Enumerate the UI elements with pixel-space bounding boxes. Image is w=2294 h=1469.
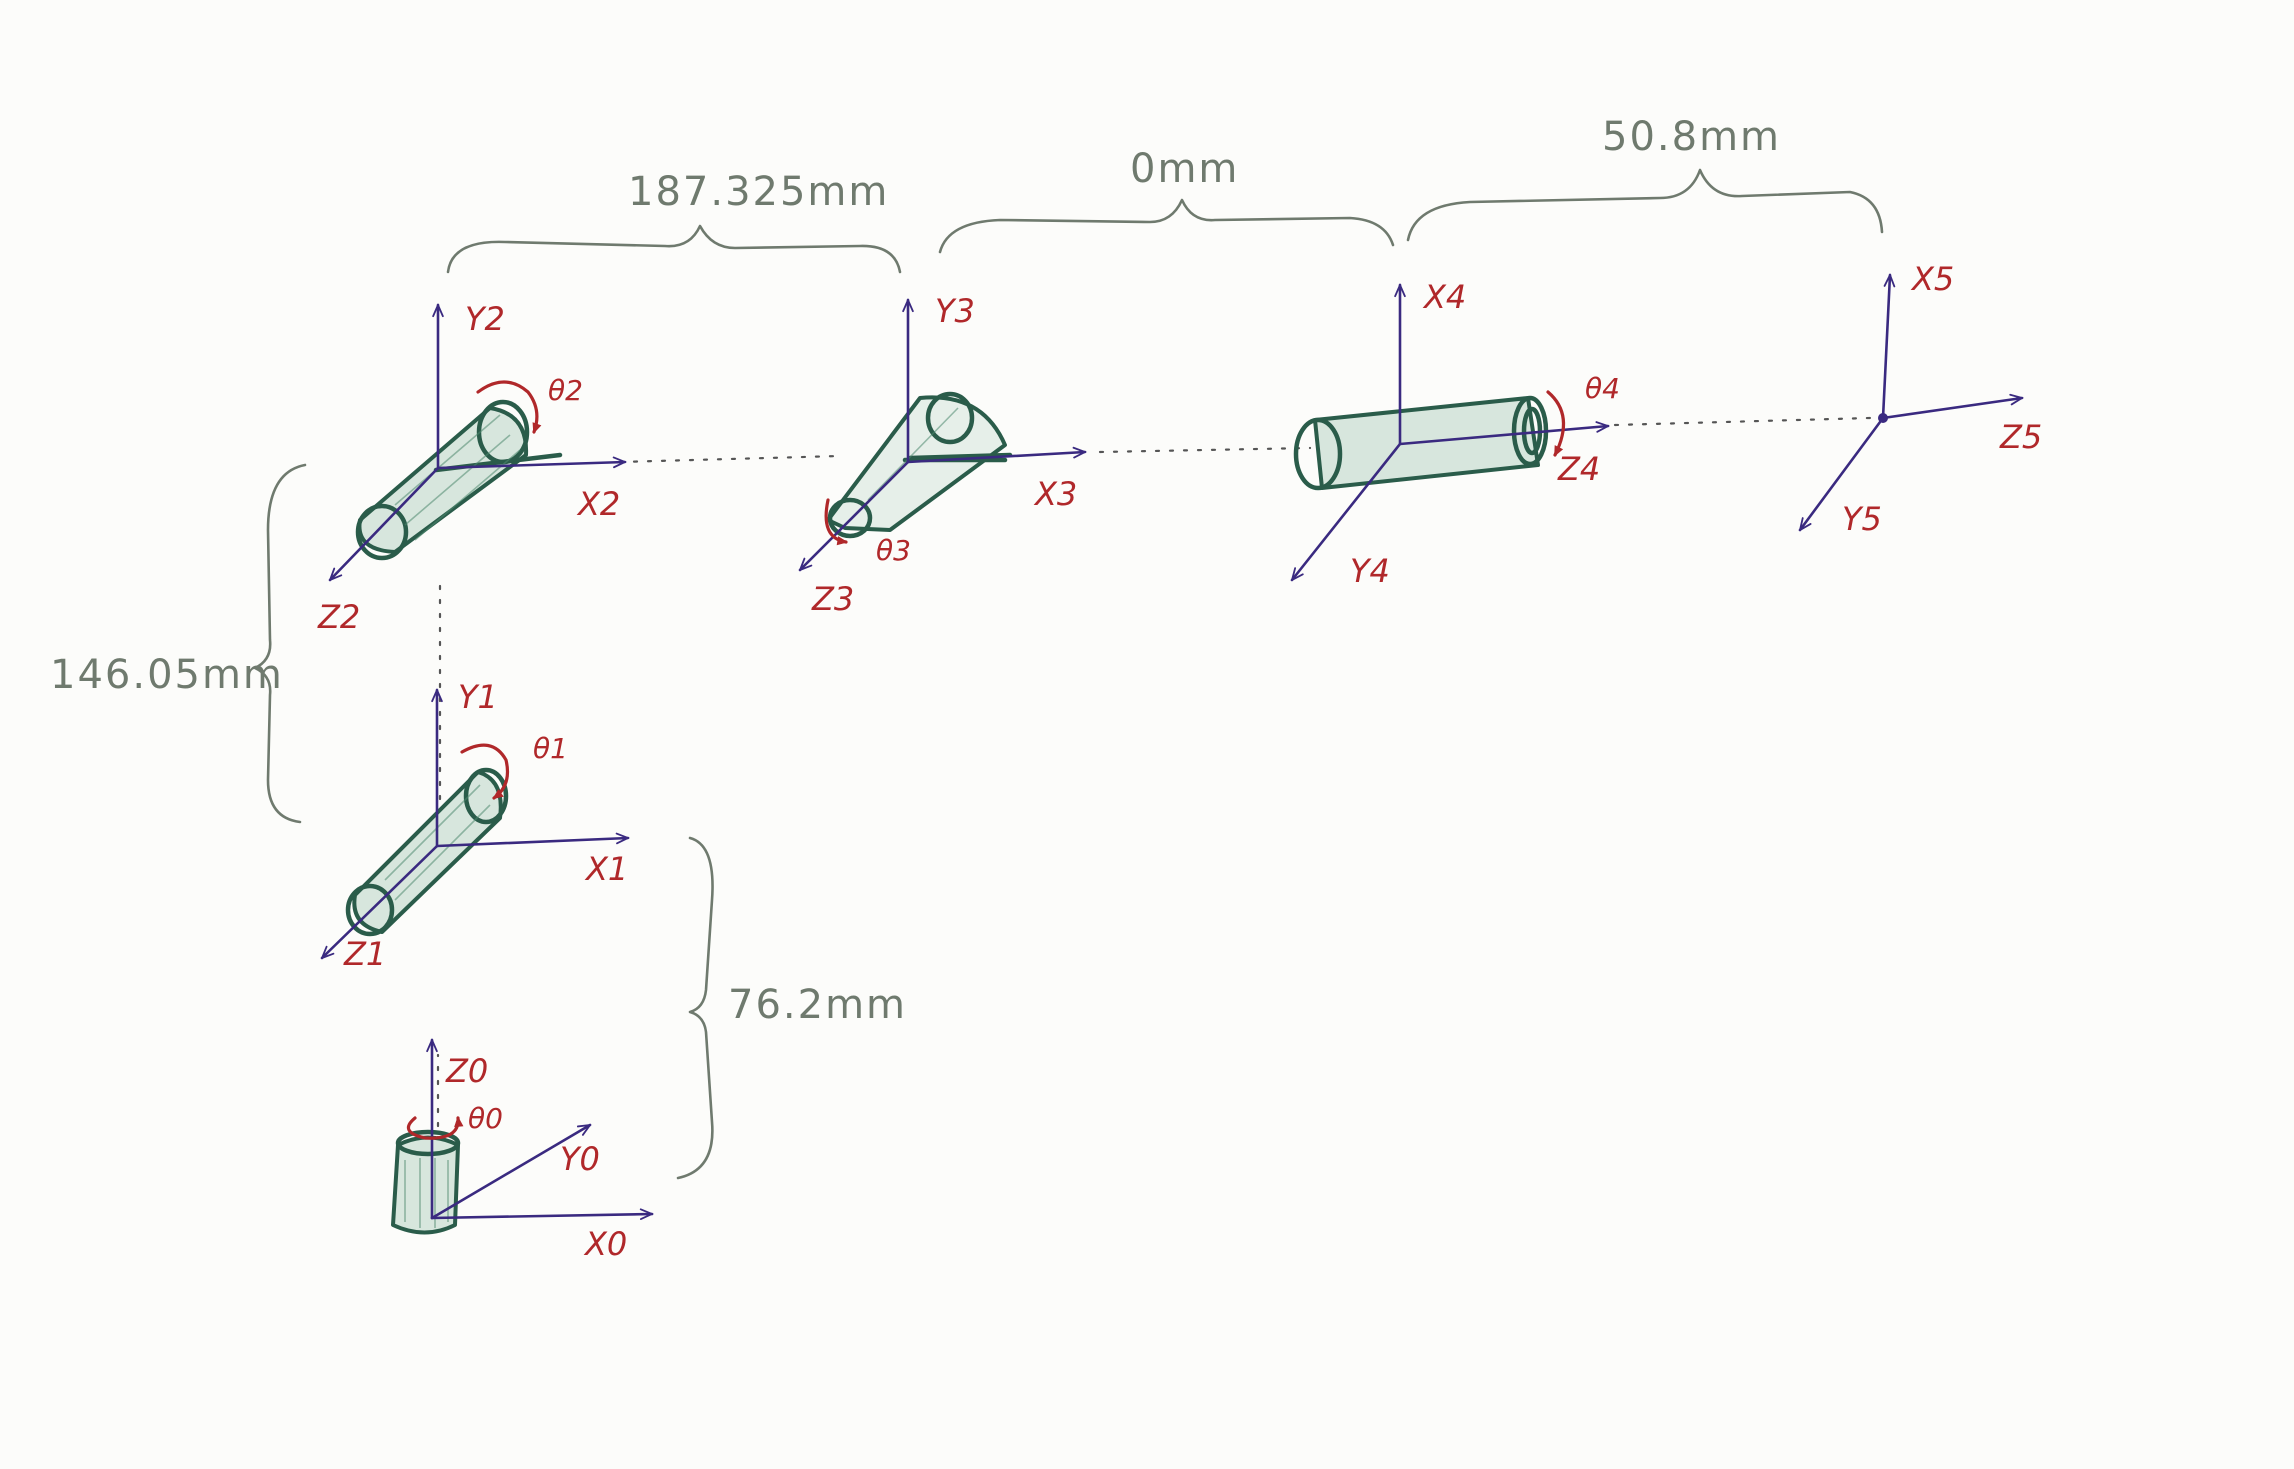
theta4-rotation: [1546, 390, 1566, 457]
brace-146-05mm: [253, 463, 307, 824]
theta0-label: θ0: [468, 1102, 503, 1135]
y5-label: Y5: [1842, 500, 1882, 538]
theta1-rotation: [460, 743, 510, 800]
z2-axis: [330, 466, 440, 580]
y0-label: Y0: [560, 1140, 600, 1178]
theta0-rotation: [406, 1116, 464, 1140]
connector-4-5: [1613, 416, 1872, 427]
dim-label-187-325mm: 187.325mm: [628, 169, 889, 215]
dim-label-50-8mm: 50.8mm: [1602, 114, 1781, 160]
frame-5: X5 Z5 Y5: [1800, 260, 2042, 538]
y0-axis: [430, 1123, 590, 1220]
x5-axis: [1881, 275, 1890, 420]
brace-0mm: [938, 198, 1395, 254]
z3-axis: [800, 460, 910, 570]
z3-label: Z3: [811, 580, 854, 618]
y1-label: Y1: [458, 678, 498, 716]
y4-label: Y4: [1350, 552, 1390, 590]
z5-axis: [1881, 398, 2022, 420]
z1-label: Z1: [343, 935, 386, 973]
x1-axis: [435, 838, 628, 848]
x5-label: X5: [1910, 260, 1954, 298]
connector-2-3: [618, 454, 842, 464]
frame-2: Y2 X2 Z2 θ2: [317, 300, 625, 636]
dim-label-146-05mm: 146.05mm: [50, 652, 284, 698]
z1-axis: [322, 844, 439, 958]
x2-label: X2: [576, 485, 620, 523]
base-cylinder: [391, 1129, 461, 1235]
y3-label: Y3: [935, 292, 975, 330]
connector-3-4: [1098, 446, 1312, 454]
y5-axis: [1800, 416, 1885, 530]
y4-axis: [1292, 442, 1402, 580]
x1-label: X1: [584, 850, 628, 888]
frame-3: Y3 X3 Z3 θ3: [800, 292, 1085, 618]
dim-label-0mm: 0mm: [1130, 146, 1239, 192]
dimension-annotations: 76.2mm 146.05mm 187.325mm 0mm 50.8mm: [50, 114, 1884, 1180]
x3-label: X3: [1033, 475, 1077, 513]
y2-label: Y2: [465, 300, 505, 338]
brace-50-8mm: [1406, 168, 1884, 242]
theta3-label: θ3: [876, 534, 911, 567]
dim-label-76-2mm: 76.2mm: [728, 982, 907, 1028]
x0-axis: [430, 1214, 652, 1218]
frame-1: Y1 X1 Z1 θ1: [322, 678, 628, 973]
x2-axis: [436, 462, 625, 470]
x0-label: X0: [583, 1225, 627, 1263]
theta1-label: θ1: [533, 732, 568, 765]
z4-label: Z4: [1557, 450, 1600, 488]
frame-4: X4 Z4 Y4 θ4: [1292, 278, 1620, 590]
frame-connection-lines: [436, 416, 1872, 1212]
z5-label: Z5: [1999, 418, 2042, 456]
x4-label: X4: [1422, 278, 1466, 316]
z2-label: Z2: [317, 598, 360, 636]
brace-187-325mm: [446, 224, 902, 274]
theta4-label: θ4: [1585, 372, 1620, 405]
theta2-rotation: [476, 380, 542, 434]
frame-0: Z0 Y0 X0 θ0: [391, 1040, 652, 1263]
brace-76-2mm: [676, 836, 714, 1180]
link-2-cylinder: [355, 399, 563, 561]
x3-axis: [906, 452, 1085, 464]
z0-label: Z0: [445, 1052, 488, 1090]
z4-axis: [1398, 426, 1608, 446]
theta3-rotation: [824, 498, 848, 546]
theta2-label: θ2: [548, 374, 583, 407]
